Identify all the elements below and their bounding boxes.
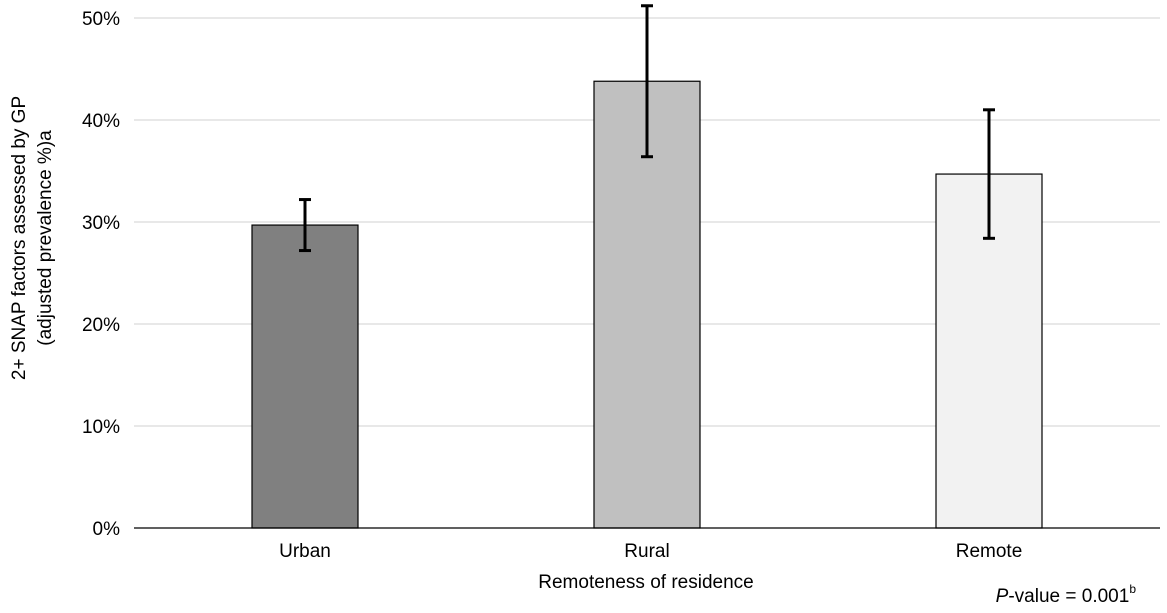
category-label-remote: Remote [956,541,1023,562]
y-axis-title: 2+ SNAP factors assessed by GP (adjusted… [9,96,56,380]
bar-rural [593,80,701,529]
category-label-rural: Rural [624,541,669,562]
error-bars [299,4,995,253]
error-bar-urban [299,198,311,253]
y-tick-label: 50% [82,9,120,30]
p-value-prefix: P [996,586,1009,607]
y-tick-label: 40% [82,111,120,132]
p-value-annotation: P-value = 0.001b [996,582,1137,607]
p-value-text: -value = 0.001 [1008,586,1129,607]
category-label-urban: Urban [279,541,331,562]
x-axis-title: Remoteness of residence [538,572,753,593]
y-tick-label: 0% [93,519,121,540]
y-axis-title-line2: (adjusted prevalence %)a [35,130,56,346]
y-axis-title-line1: 2+ SNAP factors assessed by GP [9,96,30,380]
y-tick-label: 30% [82,213,120,234]
error-bar-rural [641,4,653,159]
bar-urban [251,224,359,529]
p-value-superscript: b [1129,582,1136,596]
category-labels: Urban Rural Remote [279,541,1022,562]
y-tick-label: 10% [82,417,120,438]
y-tick-label: 20% [82,315,120,336]
error-bar-remote [983,108,995,240]
y-axis-ticks: 0% 10% 20% 30% 40% 50% [82,9,120,540]
